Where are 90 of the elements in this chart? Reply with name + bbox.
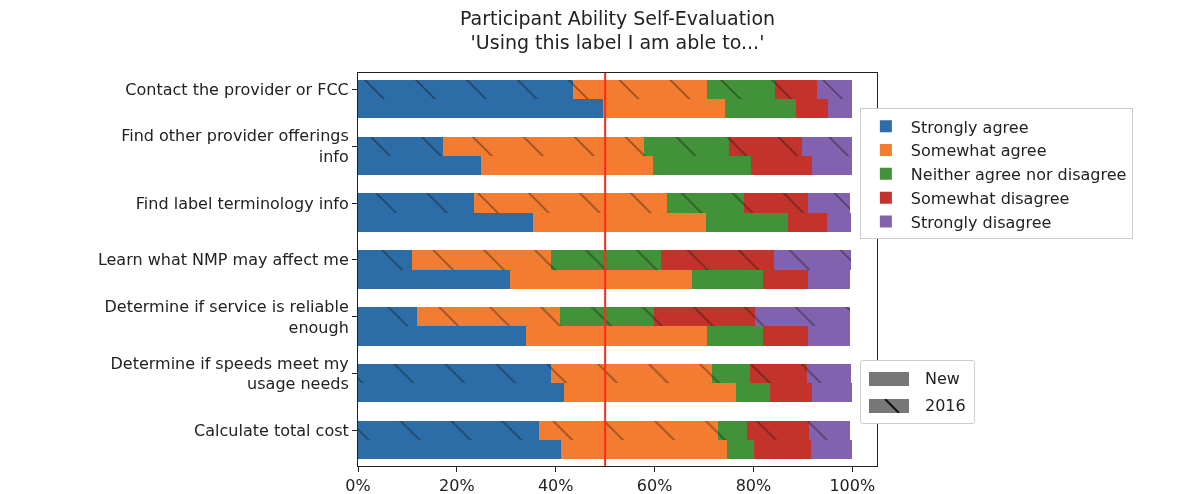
x-tick-label: 60% xyxy=(636,476,673,494)
legend-label: Strongly disagree xyxy=(910,212,1052,232)
bar xyxy=(747,420,810,440)
bar xyxy=(774,79,818,100)
bar xyxy=(358,193,474,213)
x-tick-label: 80% xyxy=(735,476,772,494)
bar xyxy=(817,79,853,100)
y-tick-label: Calculate total cost xyxy=(194,420,349,440)
y-tick-label: Contact the provider or FCC xyxy=(125,80,349,100)
bar xyxy=(572,79,708,100)
bar xyxy=(358,363,551,384)
bar xyxy=(481,155,653,176)
legend-label: Strongly agree xyxy=(910,117,1029,137)
bar xyxy=(707,326,763,346)
y-tick-label: Learn what NMP may affect me xyxy=(97,250,349,270)
bar xyxy=(796,99,829,119)
legend-label: Somewhat agree xyxy=(910,141,1047,161)
bar xyxy=(717,420,747,440)
x-tick-label: 100% xyxy=(829,476,876,494)
bar xyxy=(810,439,853,460)
x-tick-label: 0% xyxy=(345,476,371,494)
bar xyxy=(539,420,718,440)
bar xyxy=(812,383,853,403)
bar xyxy=(510,269,692,289)
bar xyxy=(643,136,730,156)
bar xyxy=(762,269,808,289)
x-tick-label: 20% xyxy=(439,476,475,494)
bar xyxy=(726,439,754,460)
y-tick-label: Find other provider offerings info xyxy=(121,126,349,167)
bar xyxy=(807,193,850,213)
bar xyxy=(774,250,852,270)
bar xyxy=(358,326,527,346)
bar xyxy=(550,363,713,384)
bar xyxy=(750,155,813,176)
bar xyxy=(358,269,511,289)
chart-title: Participant Ability Self-Evaluation 'Using this label I am able to...' xyxy=(459,6,776,54)
bar xyxy=(358,136,444,156)
bar xyxy=(807,269,850,289)
bar xyxy=(812,155,853,176)
bar xyxy=(358,306,417,327)
bar xyxy=(729,136,802,156)
bar xyxy=(443,136,644,156)
bar xyxy=(707,79,775,100)
bar xyxy=(416,306,560,327)
bar xyxy=(358,99,603,119)
bar xyxy=(826,212,852,233)
bar xyxy=(755,306,850,327)
legend-label: Somewhat disagree xyxy=(910,188,1070,208)
bar xyxy=(744,193,808,213)
bar xyxy=(725,99,797,119)
bar xyxy=(652,155,751,176)
bar xyxy=(358,79,573,100)
bar xyxy=(809,420,850,440)
bar xyxy=(358,383,565,403)
bar xyxy=(735,383,771,403)
y-tick-label: Determine if speeds meet my usage needs xyxy=(110,353,349,394)
bar xyxy=(473,193,667,213)
bar xyxy=(753,439,811,460)
bar xyxy=(602,99,726,119)
bar xyxy=(358,439,562,460)
bar xyxy=(691,269,763,289)
bar xyxy=(526,326,708,346)
bar xyxy=(358,250,413,270)
bar xyxy=(749,363,807,384)
bar xyxy=(564,383,736,403)
legend-label: Neither agree nor disagree xyxy=(910,165,1127,185)
x-tick-label: 40% xyxy=(537,476,574,494)
legend-box: New 2016 xyxy=(860,360,975,424)
bar xyxy=(712,363,750,384)
bar xyxy=(807,326,850,346)
bar xyxy=(412,250,551,270)
y-tick-label: Determine if service is reliable enough xyxy=(104,296,349,337)
bar xyxy=(801,136,853,156)
bar xyxy=(770,383,813,403)
bar xyxy=(787,212,827,233)
bar xyxy=(358,155,482,176)
bar xyxy=(653,306,756,327)
bar xyxy=(358,420,540,440)
bar xyxy=(550,250,661,270)
bar xyxy=(666,193,745,213)
bar xyxy=(762,326,808,346)
bar xyxy=(559,306,654,327)
bar xyxy=(661,250,775,270)
bar xyxy=(705,212,788,233)
bar xyxy=(806,363,851,384)
bar xyxy=(828,99,853,119)
y-tick-label: Find label terminology info xyxy=(135,193,349,213)
bar xyxy=(358,212,533,233)
bar xyxy=(561,439,727,460)
bar xyxy=(532,212,706,233)
